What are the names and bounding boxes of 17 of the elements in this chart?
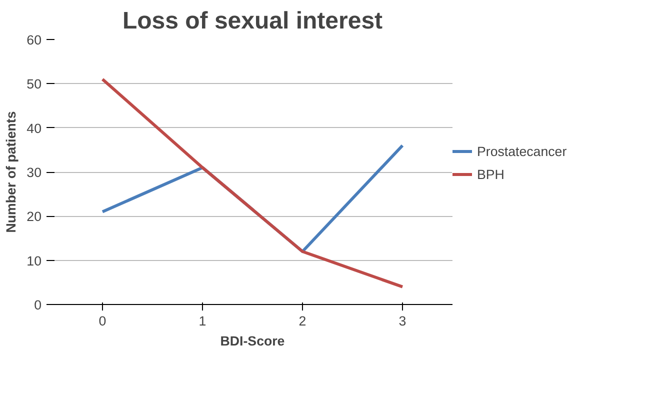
chart-title: Loss of sexual interest [122,8,383,34]
legend-label: Prostatecancer [477,144,567,158]
y-axis-title: Number of patients [4,111,19,233]
x-axis-title: BDI-Score [220,334,285,348]
y-tick-label: 30 [26,165,42,180]
y-tick-label: 50 [26,76,42,92]
y-tick-label: 20 [26,209,42,224]
line-series [101,78,404,288]
y-tick-label: 60 [26,32,42,48]
x-tick-label: 0 [98,314,106,328]
legend-label: BPH [477,166,504,182]
x-tick-label: 3 [398,314,406,328]
y-tick-label: 10 [26,253,42,268]
y-tick-label: 40 [26,120,42,136]
x-tick-label: 2 [298,314,306,328]
x-tick-label: 1 [198,314,206,328]
y-tick-label: 0 [34,298,42,312]
